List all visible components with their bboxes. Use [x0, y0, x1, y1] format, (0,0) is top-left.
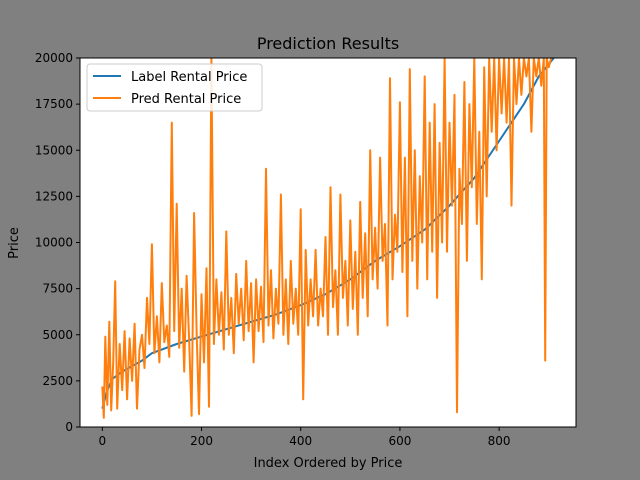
legend: Label Rental Price Pred Rental Price [86, 63, 263, 112]
series-line-pred-rental-price [101, 58, 553, 419]
x-tick-label: 400 [289, 434, 312, 448]
y-tick-label: 10000 [35, 236, 73, 250]
y-axis: 0 2500 5000 7500 10000 12500 15000 17500 20000 [35, 51, 80, 434]
y-tick-label: 5000 [42, 328, 73, 342]
y-tick-label: 17500 [35, 97, 73, 111]
series-layer [101, 58, 555, 419]
y-tick-label: 7500 [42, 282, 73, 296]
x-tick-label: 200 [190, 434, 213, 448]
legend-label-pred-rental-price: Pred Rental Price [131, 92, 241, 107]
y-tick-label: 12500 [35, 189, 73, 203]
y-axis-label: Price [7, 227, 22, 259]
x-axis-label: Index Ordered by Price [254, 456, 403, 471]
x-tick-label: 800 [488, 434, 511, 448]
chart-title: Prediction Results [257, 34, 399, 53]
legend-box [86, 63, 263, 112]
x-tick-label: 0 [98, 434, 106, 448]
legend-label-label-rental-price: Label Rental Price [131, 70, 247, 85]
x-axis: 0 200 400 600 800 [98, 427, 511, 448]
y-tick-label: 20000 [35, 51, 73, 65]
x-tick-label: 600 [388, 434, 411, 448]
plot-area [80, 58, 576, 427]
y-tick-label: 15000 [35, 143, 73, 157]
y-tick-label: 2500 [42, 374, 73, 388]
y-tick-label: 0 [65, 420, 73, 434]
